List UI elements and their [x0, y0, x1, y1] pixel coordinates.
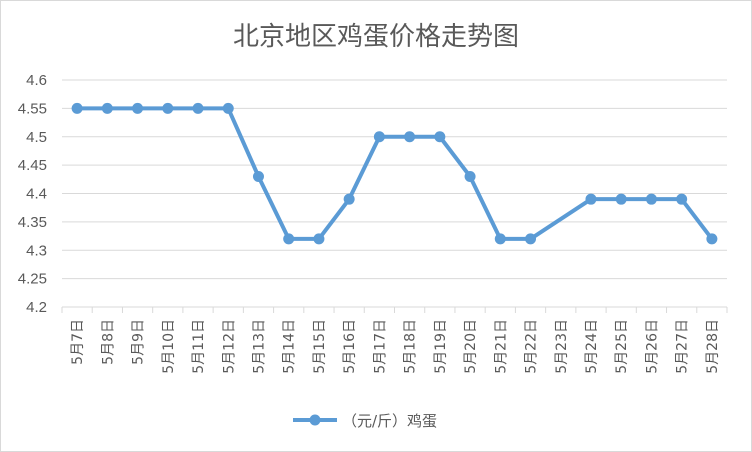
data-point	[676, 193, 688, 205]
y-tick-label: 4.55	[18, 100, 47, 117]
x-tick-label: 5月12日	[221, 319, 237, 374]
data-point	[313, 233, 325, 245]
x-tick-label: 5月22日	[524, 319, 540, 374]
x-axis	[61, 306, 728, 313]
data-point	[222, 102, 234, 114]
data-point	[343, 193, 355, 205]
data-point	[615, 193, 627, 205]
x-tick-label: 5月10日	[161, 319, 177, 374]
y-tick-label: 4.6	[26, 72, 47, 89]
x-tick-label: 5月25日	[614, 319, 630, 374]
legend-label: （元/斤）鸡蛋	[342, 412, 437, 430]
x-tick-label: 5月19日	[433, 319, 449, 374]
x-tick-label: 5月7日	[70, 319, 86, 365]
chart-title: 北京地区鸡蛋价格走势图	[232, 22, 519, 52]
x-tick-label: 5月13日	[251, 319, 267, 374]
data-point	[404, 131, 416, 143]
x-tick-label: 5月8日	[100, 319, 116, 365]
data-point	[162, 102, 174, 114]
x-tick-label: 5月27日	[675, 319, 691, 374]
y-tick-label: 4.35	[18, 214, 47, 231]
data-point	[494, 233, 506, 245]
series-line	[75, 106, 714, 241]
x-tick-label: 5月14日	[282, 319, 298, 374]
x-tick-label: 5月20日	[463, 319, 479, 374]
x-tick-label: 5月28日	[705, 319, 721, 374]
series-layer	[71, 102, 718, 245]
data-point	[192, 102, 204, 114]
data-point	[101, 102, 113, 114]
x-axis-ticks: 5月7日 5月8日 5月9日 5月10日 5月11日 5月12日 5月13日 5月14日 5月1…	[70, 319, 721, 374]
data-point	[71, 102, 83, 114]
data-point	[132, 102, 144, 114]
x-tick-label: 5月9日	[131, 319, 147, 365]
data-point	[283, 233, 295, 245]
data-point	[585, 193, 597, 205]
y-axis-ticks: 4.2 4.25 4.3 4.35 4.4 4.45 4.5 4.55 4.6	[18, 72, 47, 316]
x-tick-label: 5月15日	[312, 319, 328, 374]
data-point	[645, 193, 657, 205]
legend-marker	[309, 414, 321, 426]
x-tick-label: 5月16日	[342, 319, 358, 374]
data-point	[464, 170, 476, 182]
data-point	[373, 131, 385, 143]
legend: （元/斤）鸡蛋	[293, 412, 437, 430]
data-point	[525, 233, 537, 245]
x-tick-label: 5月23日	[554, 319, 570, 374]
y-tick-label: 4.3	[26, 242, 47, 259]
y-tick-label: 4.45	[18, 157, 47, 174]
y-tick-label: 4.4	[26, 186, 47, 203]
data-point	[706, 233, 718, 245]
x-tick-label: 5月18日	[403, 319, 419, 374]
y-tick-label: 4.2	[26, 299, 47, 316]
x-tick-label: 5月24日	[584, 319, 600, 374]
y-tick-label: 4.5	[26, 129, 47, 146]
x-tick-label: 5月26日	[644, 319, 660, 374]
data-point	[434, 131, 446, 143]
x-tick-label: 5月21日	[493, 319, 509, 374]
y-tick-label: 4.25	[18, 271, 47, 288]
data-point	[252, 170, 264, 182]
x-tick-label: 5月17日	[372, 319, 388, 374]
x-tick-label: 5月11日	[191, 319, 207, 374]
